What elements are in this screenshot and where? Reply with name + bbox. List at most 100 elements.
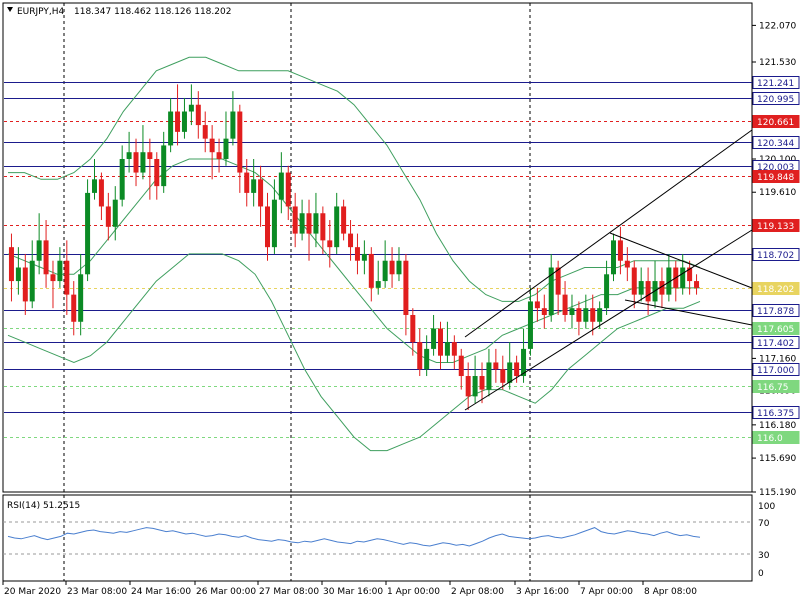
candle-body [133, 152, 139, 173]
candle-body [375, 281, 381, 288]
level-tag [752, 304, 800, 317]
candle-body [569, 308, 575, 315]
candle-body [251, 179, 257, 193]
candle-body [140, 152, 146, 173]
candle-body [154, 158, 160, 187]
level-tag-value: 120.003 [757, 163, 794, 173]
candle-body [22, 267, 28, 302]
level-tag-value: 121.241 [757, 79, 794, 89]
chart-header: EURJPY,H4 118.347 118.462 118.126 118.20… [7, 7, 231, 17]
candlesticks [8, 84, 700, 410]
wedge-top-line[interactable] [609, 232, 753, 289]
candle-body [244, 172, 250, 193]
candle-body [188, 104, 194, 112]
level-tag-value: 117.000 [757, 366, 794, 376]
level-tag-value: 120.344 [757, 139, 794, 149]
candle-body [105, 206, 111, 227]
price-tick-label: 115.690 [759, 454, 796, 464]
time-tick-label: 23 Mar 08:00 [67, 587, 127, 597]
candle-body [29, 260, 35, 302]
candle-body [458, 355, 464, 377]
candle-body [147, 152, 153, 159]
symbol-label: EURJPY,H4 [17, 7, 65, 17]
price-tick-label: 121.530 [759, 58, 796, 68]
bollinger-upper [8, 56, 701, 302]
candle-body [175, 111, 181, 132]
candle-body [92, 179, 97, 193]
candle-body [320, 213, 326, 241]
candle-body [258, 179, 264, 207]
candle-body [389, 260, 395, 275]
level-tag-value: 116.375 [757, 409, 794, 419]
candle-body [431, 328, 437, 349]
time-tick-label: 30 Mar 16:00 [323, 587, 383, 597]
price-tick-label: 122.070 [759, 21, 796, 31]
ohlc-values: 118.347 118.462 118.126 118.202 [74, 7, 231, 17]
candle-body [645, 281, 651, 302]
candle-body [694, 281, 700, 288]
rsi-panel-frame [2, 494, 753, 582]
level-tag [752, 363, 800, 376]
candle-body [562, 294, 568, 315]
level-tags: 121.241 120.995 120.661 120.344 120.003119.8… [752, 76, 800, 444]
candle-body [368, 253, 374, 288]
candle-body [555, 267, 561, 295]
time-tick-label: 3 Apr 16:00 [516, 587, 569, 597]
candle-body [444, 342, 450, 356]
candle-body [500, 369, 506, 383]
candle-body [71, 294, 77, 322]
candle-body [403, 260, 409, 315]
channel-lower-line[interactable] [464, 229, 753, 411]
level-tag-value: 117.605 [757, 325, 794, 335]
level-tag-value: 116.0 [757, 434, 783, 444]
level-tag [752, 219, 800, 232]
time-axis: 20 Mar 2020 23 Mar 08:00 24 Mar 16:00 26 Ma… [2, 581, 697, 597]
candle-body [341, 206, 347, 234]
rsi-line [7, 527, 701, 547]
dropdown-triangle-icon[interactable] [7, 7, 13, 12]
time-tick-label: 24 Mar 16:00 [131, 587, 191, 597]
candle-body [313, 213, 319, 234]
price-tick-label: 116.180 [759, 421, 796, 431]
candle-body [396, 260, 402, 275]
candle-body [507, 362, 513, 383]
candle-body [465, 376, 471, 397]
candle-body [354, 247, 360, 261]
candle-body [161, 145, 167, 187]
bollinger-bands [7, 56, 701, 452]
level-tag [752, 92, 800, 105]
candle-body [486, 362, 492, 390]
level-tag-value: 119.133 [757, 222, 794, 232]
bollinger-lower [7, 253, 701, 452]
time-tick-label: 27 Mar 08:00 [259, 587, 319, 597]
candle-body [617, 240, 623, 261]
candle-body [611, 240, 616, 275]
level-tag-value: 118.202 [757, 285, 794, 295]
candle-body [590, 308, 596, 322]
price-tick-label: 119.610 [759, 188, 796, 198]
rsi-axis-100: 100 [758, 502, 775, 512]
candle-body [202, 125, 208, 139]
level-tag [752, 406, 800, 419]
candle-body [382, 260, 388, 282]
level-tag [752, 115, 800, 128]
candle-body [299, 213, 305, 234]
candle-body [237, 111, 243, 173]
price-tick-label: 117.160 [759, 354, 796, 364]
candle-body [64, 260, 70, 295]
channel-upper-line[interactable] [464, 129, 753, 338]
candle-body [216, 152, 222, 159]
candle-body [195, 104, 201, 126]
rsi-axis-30: 30 [758, 551, 770, 561]
candle-body [98, 179, 104, 207]
candle-body [348, 233, 354, 248]
price-tick-label: 115.190 [759, 488, 796, 498]
candle-body [472, 376, 478, 397]
candle-body [78, 274, 84, 322]
level-tag [752, 380, 800, 393]
wedge-bottom-line[interactable] [624, 299, 753, 326]
candle-body [631, 267, 637, 295]
candle-body [223, 138, 229, 159]
rsi-axis-0: 0 [758, 569, 764, 579]
